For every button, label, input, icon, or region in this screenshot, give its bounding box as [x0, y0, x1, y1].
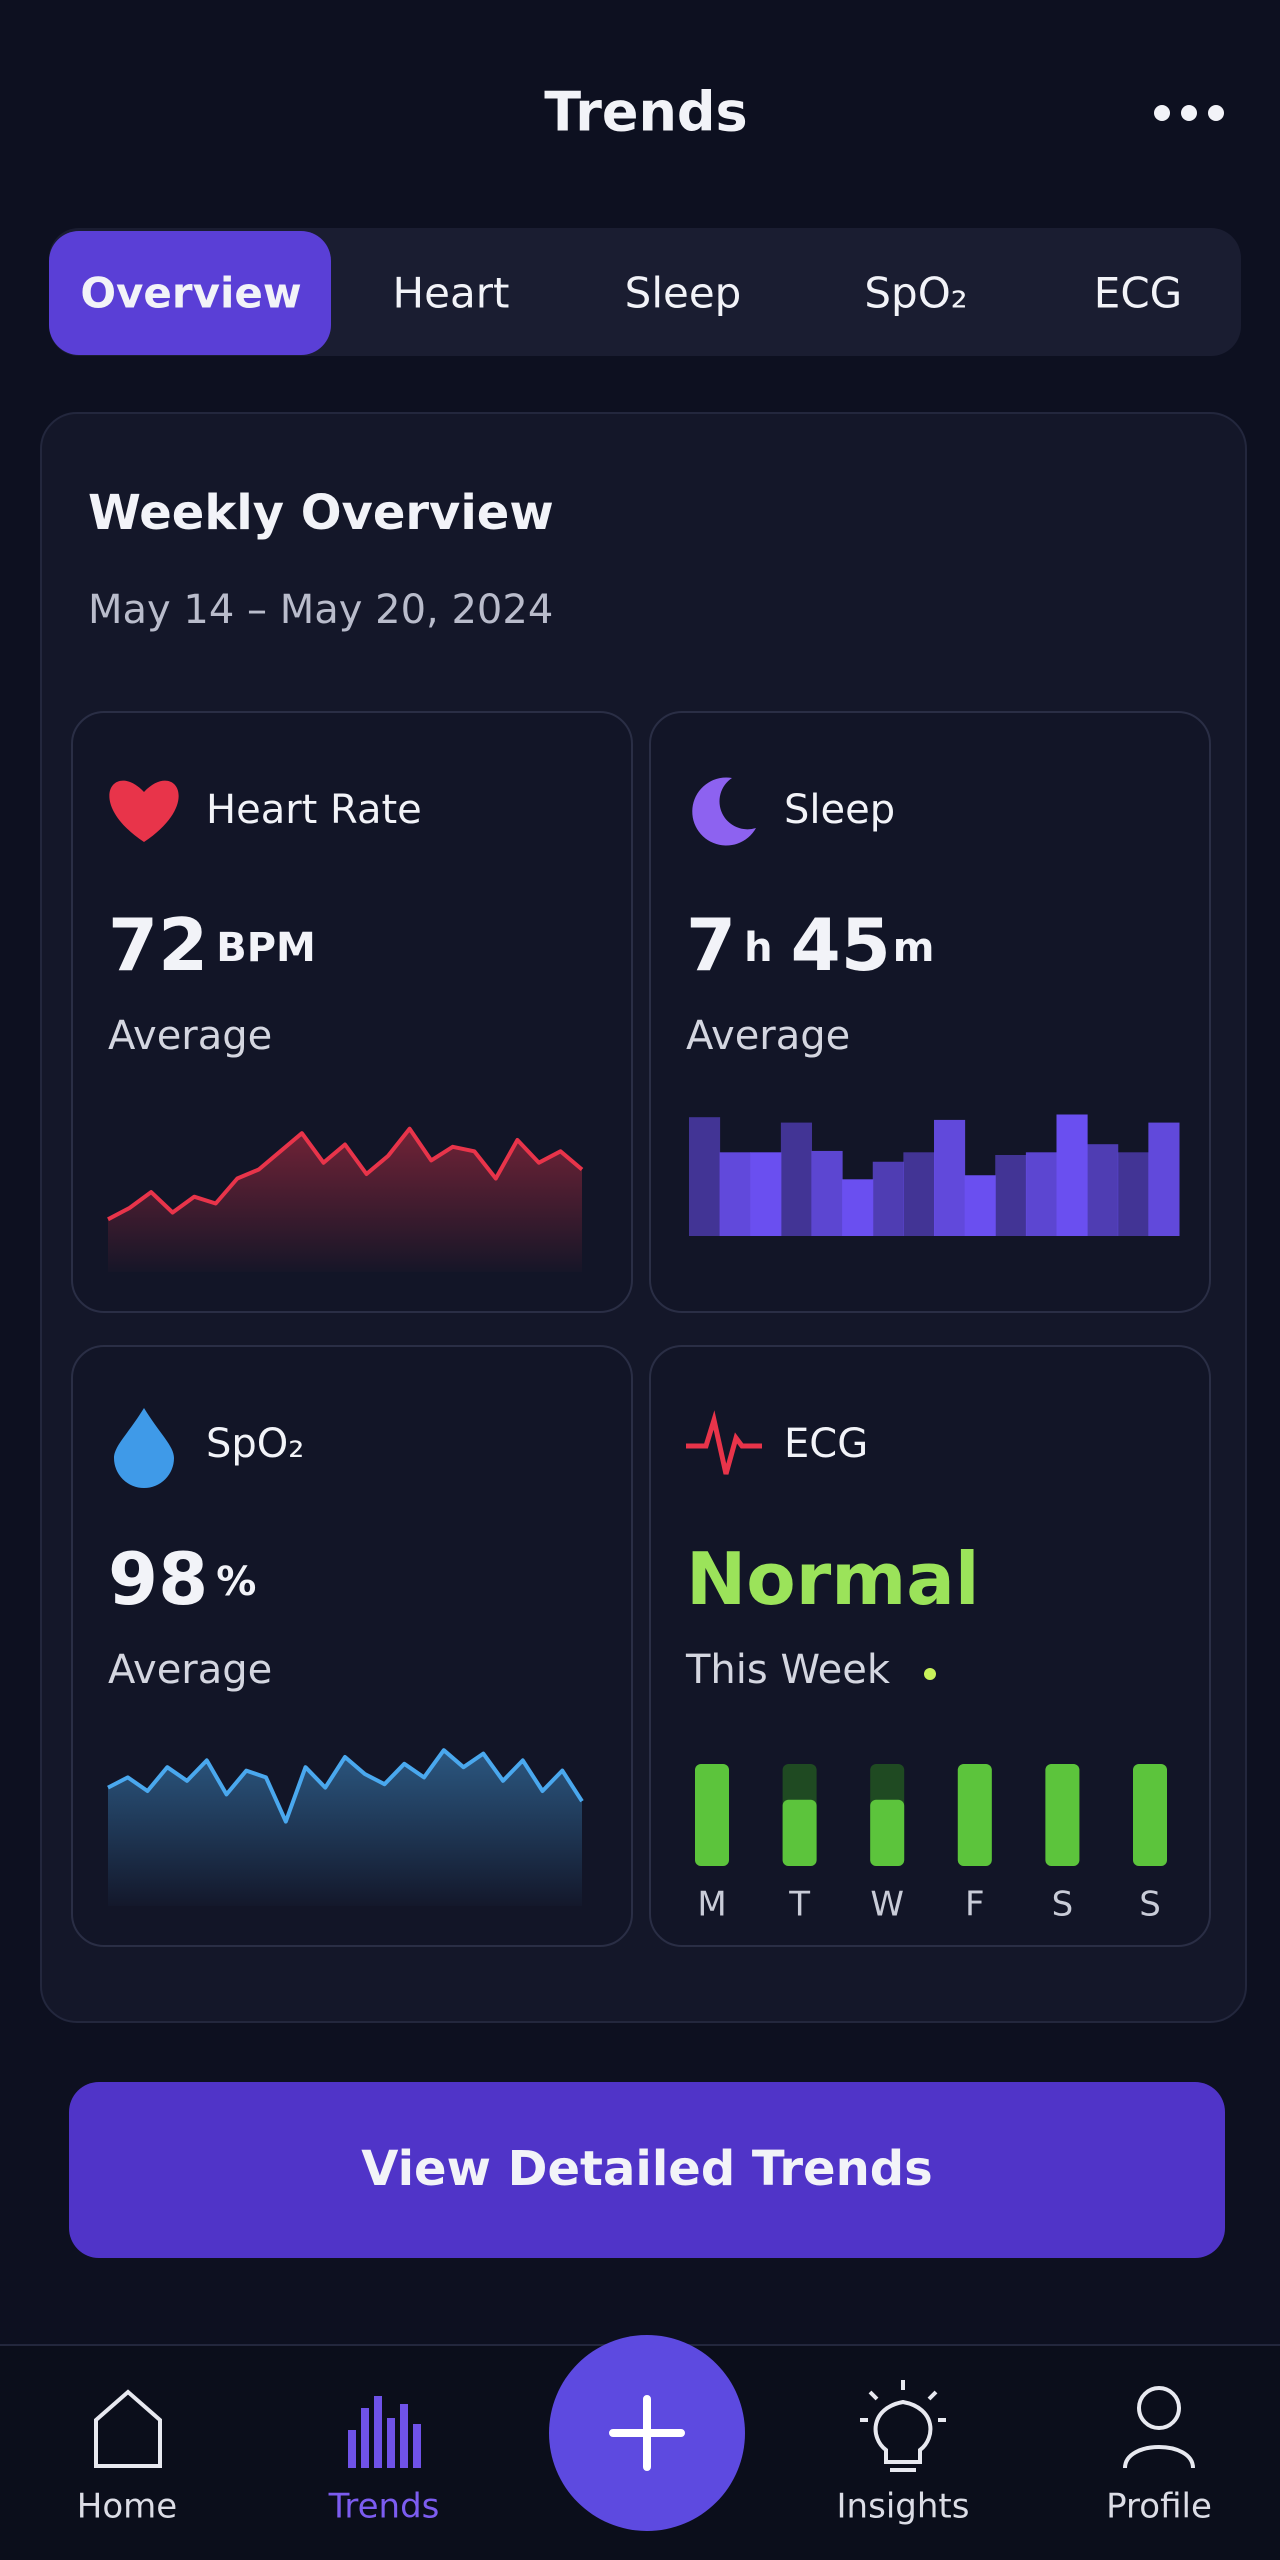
card-title: Sleep	[784, 787, 895, 833]
sleep-bar	[1117, 1152, 1149, 1236]
day-bar	[695, 1764, 729, 1866]
card-title: SpO₂	[206, 1421, 304, 1467]
day-bar	[1133, 1764, 1167, 1866]
home-icon[interactable]	[94, 2389, 162, 2468]
sleep-bar	[1087, 1144, 1119, 1236]
day-bar	[1045, 1764, 1080, 1866]
tab-label[interactable]: Sleep	[625, 269, 742, 318]
card-value: 7 h 45m	[686, 903, 934, 987]
tabs: Overview Heart Sleep SpO₂ ECG	[49, 231, 1182, 355]
nav-label[interactable]: Trends	[328, 2487, 440, 2527]
card-title: Heart Rate	[206, 787, 422, 833]
more-menu[interactable]	[1154, 105, 1224, 121]
day-label: T	[788, 1885, 810, 1925]
sparkline	[107, 1126, 584, 1222]
card-caption: Average	[108, 1647, 272, 1693]
card-caption: Average	[686, 1013, 850, 1059]
add-button[interactable]	[549, 2335, 745, 2531]
day-bar	[870, 1799, 905, 1866]
moon-icon	[692, 777, 756, 846]
card-title: ECG	[784, 1421, 868, 1467]
insights-icon[interactable]	[860, 2380, 946, 2472]
sleep-bar	[780, 1122, 812, 1236]
sleep-bar	[1056, 1114, 1088, 1236]
tab-label[interactable]: Overview	[80, 269, 301, 318]
value-number: 7	[686, 903, 736, 987]
sleep-bar	[995, 1155, 1027, 1236]
nav-label[interactable]: Home	[77, 2487, 177, 2527]
heart-icon	[109, 780, 179, 842]
metric-card[interactable]: Heart Rate 72 BPM Average	[71, 711, 633, 1313]
nav-label[interactable]: Insights	[837, 2487, 970, 2527]
sleep-bar	[1025, 1152, 1057, 1236]
card-value: Normal	[686, 1537, 980, 1621]
active-tab[interactable]	[49, 231, 331, 355]
sparkline	[107, 1748, 584, 1824]
tab-label[interactable]: Heart	[393, 269, 510, 318]
section-title: Weekly Overview	[88, 485, 554, 541]
day-label: F	[965, 1885, 985, 1925]
profile-icon[interactable]	[1123, 2386, 1195, 2469]
sleep-bar	[750, 1152, 782, 1236]
value-unit: %	[216, 1559, 256, 1605]
metric-card[interactable]: SpO₂ 98 % Average	[71, 1345, 633, 1947]
ecg-icon	[686, 1410, 762, 1475]
value-unit: BPM	[216, 925, 316, 971]
day-label: S	[1052, 1885, 1074, 1925]
day-label: S	[1139, 1885, 1161, 1925]
sleep-bar	[811, 1150, 843, 1236]
tab-label[interactable]: SpO₂	[864, 269, 967, 318]
sleep-bar	[689, 1117, 721, 1236]
day-label: M	[697, 1885, 726, 1925]
value-unit: h	[744, 925, 772, 971]
sleep-bar	[934, 1119, 966, 1236]
card-caption: This Week	[685, 1647, 891, 1693]
value-number: 45	[791, 903, 891, 987]
trends-icon[interactable]	[348, 2396, 421, 2468]
sparkline-area	[108, 1128, 582, 1272]
nav-label[interactable]: Profile	[1106, 2487, 1212, 2527]
value-unit: m	[893, 925, 935, 971]
value-number: 72	[108, 903, 208, 987]
sleep-bar	[842, 1179, 874, 1236]
page-title: Trends	[544, 81, 747, 144]
card-caption: Average	[108, 1013, 272, 1059]
detail-button[interactable]	[69, 2082, 1225, 2258]
metric-card[interactable]: Sleep 7 h 45m Average	[649, 711, 1211, 1313]
sparkline-area	[108, 1750, 582, 1906]
card-value: 98%	[108, 1537, 256, 1621]
value-number: Normal	[686, 1537, 980, 1621]
sleep-bar	[964, 1175, 996, 1236]
value-number: 98	[108, 1537, 208, 1621]
detail-button-label[interactable]: View Detailed Trends	[361, 2141, 932, 2197]
day-bar	[957, 1764, 992, 1866]
tab-label[interactable]: ECG	[1094, 269, 1182, 318]
status-dot	[924, 1668, 936, 1680]
sleep-bar	[903, 1152, 935, 1236]
nav-labels: Home Trends Insights Profile	[77, 2487, 1212, 2527]
sleep-bar	[1148, 1122, 1180, 1236]
sleep-bar	[872, 1161, 904, 1236]
day-label: W	[870, 1885, 904, 1925]
sleep-bar	[719, 1152, 751, 1236]
card-background[interactable]	[71, 711, 633, 1313]
drop-icon	[114, 1408, 174, 1488]
date-range: May 14 – May 20, 2024	[88, 587, 553, 633]
metric-card[interactable]: ECG Normal This Week M T W F S S	[649, 1345, 1211, 1947]
card-value: 72 BPM	[108, 903, 316, 987]
tab-bar	[49, 228, 1241, 356]
day-bar	[782, 1799, 817, 1866]
